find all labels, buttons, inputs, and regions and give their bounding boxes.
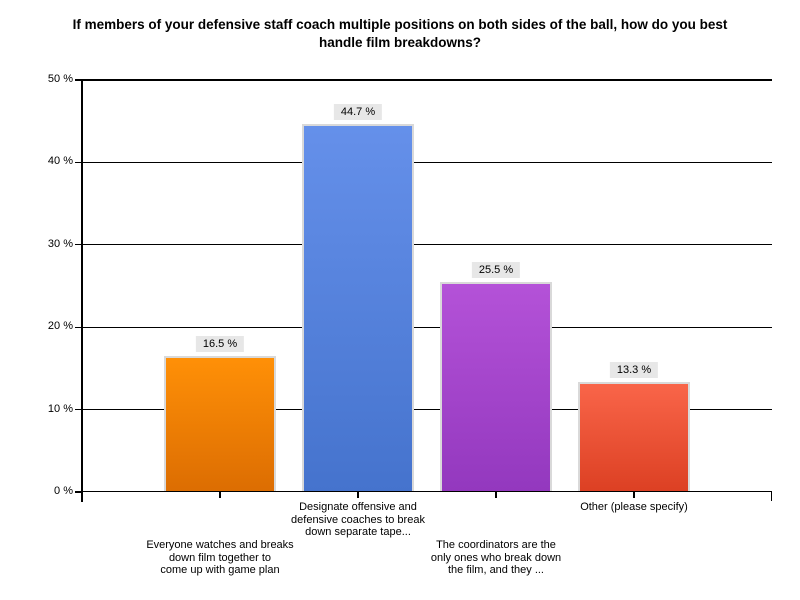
bar-other (578, 382, 690, 492)
bar-value-label: 25.5 % (471, 261, 521, 278)
x-axis-tick (357, 492, 359, 498)
bar-everyone-watches (164, 356, 276, 492)
y-axis-tick (75, 491, 82, 493)
x-axis-end-tick (770, 492, 772, 501)
gridline (82, 244, 772, 246)
y-axis-tick (75, 408, 82, 411)
bar-designate-coaches (302, 123, 414, 492)
y-axis-label: 20 % (47, 320, 73, 333)
y-axis-label: 40 % (47, 155, 73, 168)
bar-value-label: 44.7 % (333, 103, 383, 120)
y-axis-tick (75, 161, 82, 164)
x-axis-tick (633, 492, 635, 498)
bar-value-label: 16.5 % (195, 336, 245, 353)
y-axis-line (81, 80, 83, 502)
x-axis-tick (495, 492, 497, 498)
x-axis-line (82, 490, 772, 493)
x-axis-category-label: Everyone watches and breaks down film to… (146, 539, 294, 576)
bar-value-label: 13.3 % (609, 362, 659, 379)
plot-area: 16.5 % 44.7 % 25.5 % 13.3 % (82, 79, 772, 492)
y-axis-tick (75, 244, 82, 246)
x-axis-tick (219, 492, 221, 498)
gridline (82, 79, 772, 81)
x-axis-category-label: Other (please specify) (580, 501, 688, 513)
y-axis-label: 50 % (47, 73, 73, 85)
y-axis-tick (75, 79, 82, 81)
y-axis-label: 0 % (54, 485, 73, 497)
gridline (82, 326, 772, 328)
y-axis-tick (75, 326, 82, 328)
y-axis-label: 10 % (47, 402, 73, 415)
gridline (82, 161, 772, 164)
bar-coordinators-only (440, 281, 552, 492)
x-axis-category-label: The coordinators are the only ones who b… (430, 539, 562, 576)
gridline (82, 408, 772, 411)
x-axis-category-label: Designate offensive and defensive coache… (291, 501, 425, 538)
y-axis-label: 30 % (47, 237, 73, 250)
chart-title: If members of your defensive staff coach… (72, 17, 728, 50)
